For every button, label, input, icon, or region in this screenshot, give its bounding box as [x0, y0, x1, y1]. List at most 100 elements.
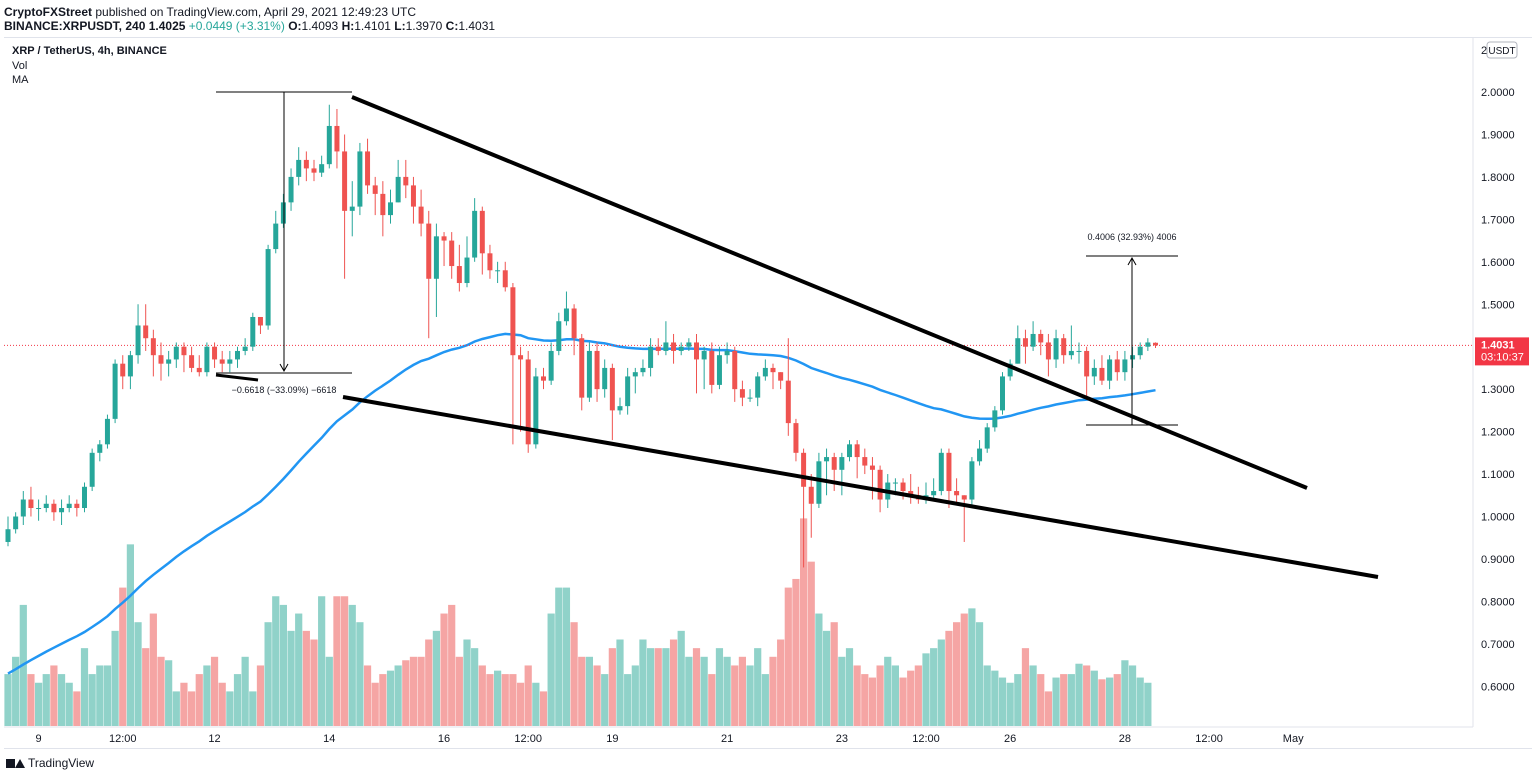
volume-bar — [142, 648, 150, 726]
candle — [1099, 355, 1105, 385]
candle-body — [189, 355, 195, 368]
volume-bar — [608, 648, 616, 726]
volume-bar — [65, 682, 73, 726]
candle-body — [724, 350, 730, 356]
candle — [686, 338, 692, 351]
candle-body — [739, 389, 745, 398]
candle-body — [931, 491, 937, 496]
price-tick-label: 1.5000 — [1481, 299, 1515, 311]
lower-trendline[interactable] — [342, 395, 1379, 579]
candle — [556, 312, 562, 356]
upper-trendline[interactable] — [351, 95, 1308, 490]
volume-bar — [784, 587, 792, 726]
volume-bar — [233, 674, 242, 726]
candle-body — [640, 367, 646, 373]
candle-body — [961, 495, 967, 500]
candle — [862, 448, 868, 475]
candle-body — [900, 482, 906, 492]
volume-bar — [1144, 682, 1152, 726]
candle-body — [716, 355, 722, 385]
candle — [969, 457, 975, 509]
trendlines[interactable] — [215, 95, 1379, 579]
legend-vol[interactable]: Vol — [12, 59, 28, 72]
volume-bar — [325, 656, 333, 726]
candle — [785, 338, 791, 436]
candle-layer — [5, 104, 1158, 568]
candle-body — [1000, 376, 1005, 411]
currency-badge[interactable]: USDT — [1486, 41, 1518, 59]
volume-bar — [968, 608, 976, 726]
candle-body — [862, 457, 868, 466]
volume-bar — [983, 665, 991, 726]
volume-bar — [96, 665, 104, 726]
legend-ma[interactable]: MA — [12, 74, 29, 86]
volume-bar — [386, 670, 395, 726]
price-tick-label: 1.3000 — [1481, 384, 1515, 396]
candle — [946, 448, 952, 509]
drop-measure-tool[interactable]: −0.6618 (−33.09%) −6618 — [216, 91, 352, 395]
candle — [456, 244, 462, 292]
candle — [502, 261, 508, 292]
candle-body — [694, 342, 699, 360]
candle-body — [847, 444, 852, 458]
volume-bar — [1014, 674, 1022, 726]
candle — [1000, 372, 1005, 415]
candle-body — [686, 342, 692, 347]
candle-body — [495, 270, 501, 272]
candle-body — [326, 125, 332, 165]
candle — [173, 342, 179, 368]
candle-body — [372, 185, 378, 194]
volume-bar — [463, 639, 471, 726]
candle-body — [97, 444, 103, 453]
candle-body — [869, 465, 875, 470]
open-label: O: — [288, 19, 302, 33]
volume-bar — [516, 682, 525, 726]
candle — [602, 359, 608, 398]
footer-brand[interactable]: TradingView — [28, 756, 95, 770]
candle — [388, 189, 393, 224]
price-axis[interactable]: 2.0000 1.9000 1.8000 1.7000 1.6000 1.5000 1.40… — [1481, 87, 1515, 693]
candle-body — [173, 346, 179, 360]
candle — [701, 346, 707, 390]
candle-body — [770, 367, 776, 373]
volume-bar — [953, 622, 961, 726]
candle — [1053, 329, 1059, 368]
candle-body — [755, 376, 761, 398]
volume-bar — [1067, 674, 1075, 726]
volume-bar — [616, 639, 624, 726]
candle — [1038, 329, 1044, 356]
time-tick-label: 14 — [323, 733, 335, 745]
candle — [954, 478, 960, 504]
candle — [150, 329, 156, 377]
volume-bar — [800, 518, 808, 726]
candle-body — [579, 338, 585, 398]
candle — [349, 181, 355, 237]
legend-symbol[interactable]: XRP / TetherUS, 4h, BINANCE — [12, 45, 167, 57]
candle — [189, 346, 195, 373]
candle — [280, 193, 286, 228]
open-value: 1.4093 — [301, 19, 339, 33]
candle — [571, 304, 577, 356]
volume-bar — [914, 665, 922, 726]
candle-body — [839, 457, 845, 470]
publisher-name[interactable]: CryptoFXStreet — [4, 5, 93, 19]
candle-body — [977, 448, 983, 462]
candle-body — [5, 529, 11, 542]
candle — [28, 486, 34, 517]
candle-body — [678, 346, 684, 351]
volume-bar — [631, 665, 639, 726]
price-tick-label: 0.6000 — [1481, 681, 1515, 693]
rise-measure-tool[interactable]: 0.4006 (32.93%) 4006 — [1086, 232, 1178, 426]
volume-bar — [287, 630, 295, 726]
time-axis[interactable]: 9 12:00 12 14 16 12:00 19 21 23 12:00 26 28 12:00 May — [36, 733, 1305, 745]
price-tick-label: 2.0000 — [1481, 87, 1515, 99]
lower-trendline-stub[interactable] — [215, 373, 259, 382]
candle-body — [472, 210, 478, 258]
volume-bar — [509, 674, 517, 726]
candle — [143, 304, 149, 351]
last-price-header: 1.4025 — [148, 19, 186, 33]
volume-bar — [662, 648, 670, 726]
volume-bar — [119, 587, 127, 726]
volume-bar — [975, 622, 984, 726]
